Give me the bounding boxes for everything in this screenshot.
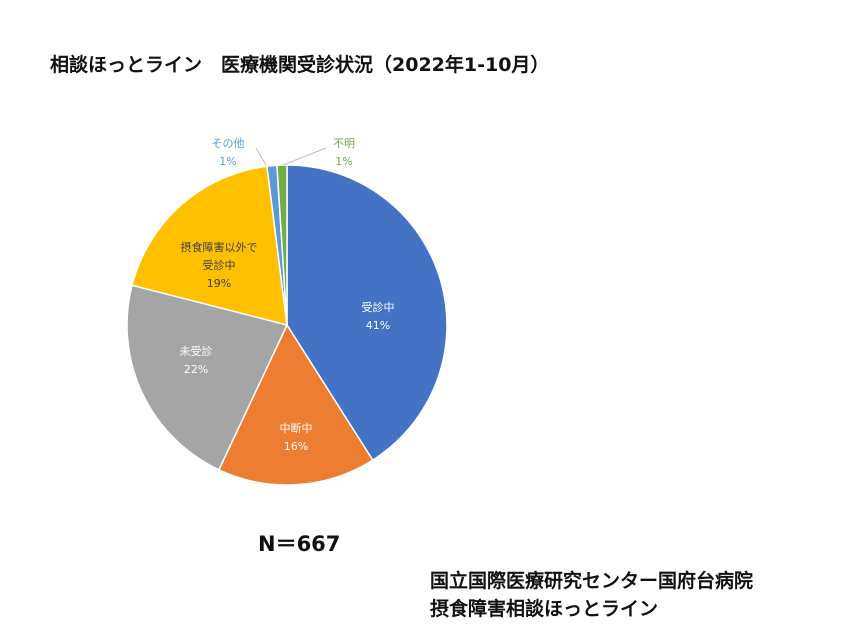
slice-value-interrupted: 16% <box>284 440 308 453</box>
slice-value-other: 1% <box>219 155 236 168</box>
pie-slice-interrupted <box>217 323 374 486</box>
leader-line-other <box>255 147 267 166</box>
pie-slice-untreated <box>126 284 289 471</box>
pie-slice-other-treatment <box>131 165 288 327</box>
slice-label-interrupted: 中断中 <box>280 421 313 435</box>
organization-name: 国立国際医療研究センター国府台病院 <box>430 570 754 592</box>
slice-value-in-treatment: 41% <box>366 319 390 332</box>
sample-size-label: N＝667 <box>258 532 341 556</box>
pie-slice-unknown <box>276 164 288 326</box>
organization-credit: 国立国際医療研究センター国府台病院 摂食障害相談ほっとライン <box>430 567 753 623</box>
chart-title: 相談ほっとライン 医療機関受診状況（2022年1-10月） <box>50 54 550 76</box>
slice-label-other: その他 <box>212 137 245 150</box>
slice-label-unknown: 不明 <box>333 137 355 150</box>
pie-slice-in-treatment <box>286 164 448 462</box>
slice-value-other-treatment: 19% <box>207 277 231 290</box>
hotline-name: 摂食障害相談ほっとライン <box>430 598 659 620</box>
slice-value-untreated: 22% <box>184 363 208 376</box>
slice-label-other-treatment: 受診中 <box>203 258 236 272</box>
slice-label-untreated: 未受診 <box>180 344 213 358</box>
slice-value-unknown: 1% <box>335 155 352 168</box>
slice-label-other-treatment: 摂食障害以外で <box>181 240 258 254</box>
slice-label-in-treatment: 受診中 <box>362 300 395 314</box>
leader-line-unknown <box>282 147 327 166</box>
